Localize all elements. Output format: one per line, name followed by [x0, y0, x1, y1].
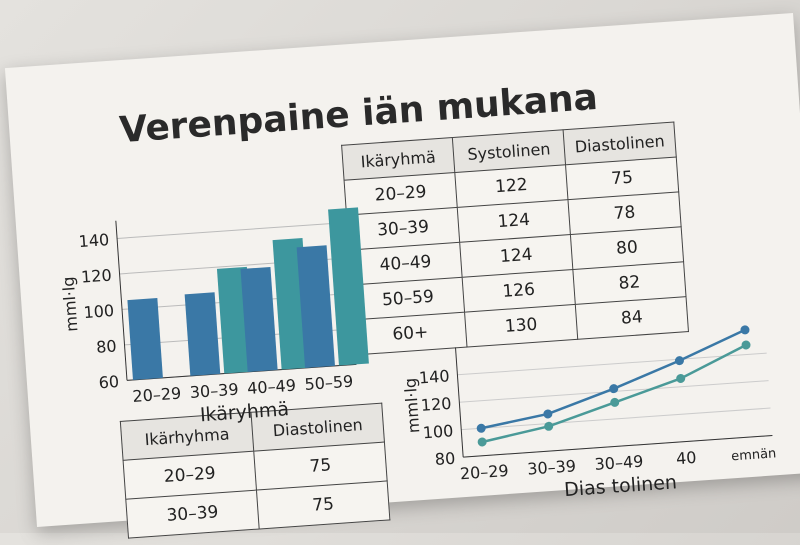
data-point: [543, 409, 553, 419]
gridline: [461, 407, 771, 431]
bar: [328, 207, 369, 366]
data-point: [741, 340, 751, 350]
x-tick-label: 20–29: [459, 461, 509, 483]
x-tick-label: emnän: [731, 446, 777, 464]
y-tick-label: 140: [78, 230, 110, 251]
x-tick-label: 30–49: [594, 452, 644, 474]
data-point: [544, 421, 554, 431]
y-axis-label: mml·lg: [59, 276, 82, 333]
y-tick-label: 120: [420, 394, 452, 415]
series-line: [480, 328, 746, 430]
gridline: [117, 221, 347, 239]
y-tick-label: 60: [98, 372, 120, 392]
x-tick-label: 20–29: [132, 384, 182, 406]
gridline: [457, 352, 767, 376]
data-point: [610, 397, 620, 407]
line-chart: 80 100 120 140 20–29 30–39 30–49 40 emnän Dias to…: [401, 325, 777, 501]
data-point: [674, 356, 684, 366]
bar: [296, 245, 335, 368]
y-tick-label: 140: [418, 366, 450, 387]
x-axis: [463, 434, 773, 458]
table-cell: 75: [256, 480, 390, 529]
y-axis: [115, 220, 128, 381]
data-point: [740, 325, 750, 335]
bar: [240, 266, 278, 372]
y-axis: [454, 347, 464, 458]
y-tick-label: 100: [422, 421, 454, 442]
paper-sheet: Verenpaine iän mukana Ikäryhmä Systolinen…: [4, 13, 800, 539]
data-point: [609, 384, 619, 394]
table-cell: 30–39: [125, 490, 260, 539]
y-tick-label: 80: [434, 449, 456, 469]
y-tick-label: 100: [83, 301, 115, 322]
data-point: [676, 373, 686, 383]
x-tick-label: 40–49: [247, 376, 297, 398]
x-axis-label: Dias tolinen: [563, 471, 677, 501]
y-tick-label: 80: [96, 336, 118, 356]
data-point: [477, 437, 487, 447]
x-tick-label: 30–39: [189, 380, 239, 402]
data-point: [476, 423, 486, 433]
bar: [127, 298, 163, 380]
x-tick-label: 40: [675, 448, 697, 468]
x-tick-label: 50–59: [304, 372, 354, 394]
x-tick-label: 30–39: [527, 456, 577, 478]
y-axis-label: mml·lg: [401, 377, 424, 434]
bar: [184, 292, 221, 376]
series-line: [481, 343, 747, 444]
y-tick-label: 120: [80, 266, 112, 287]
top-table: Ikäryhmä Systolinen Diastolinen 20–29 122 75 3…: [341, 121, 689, 356]
